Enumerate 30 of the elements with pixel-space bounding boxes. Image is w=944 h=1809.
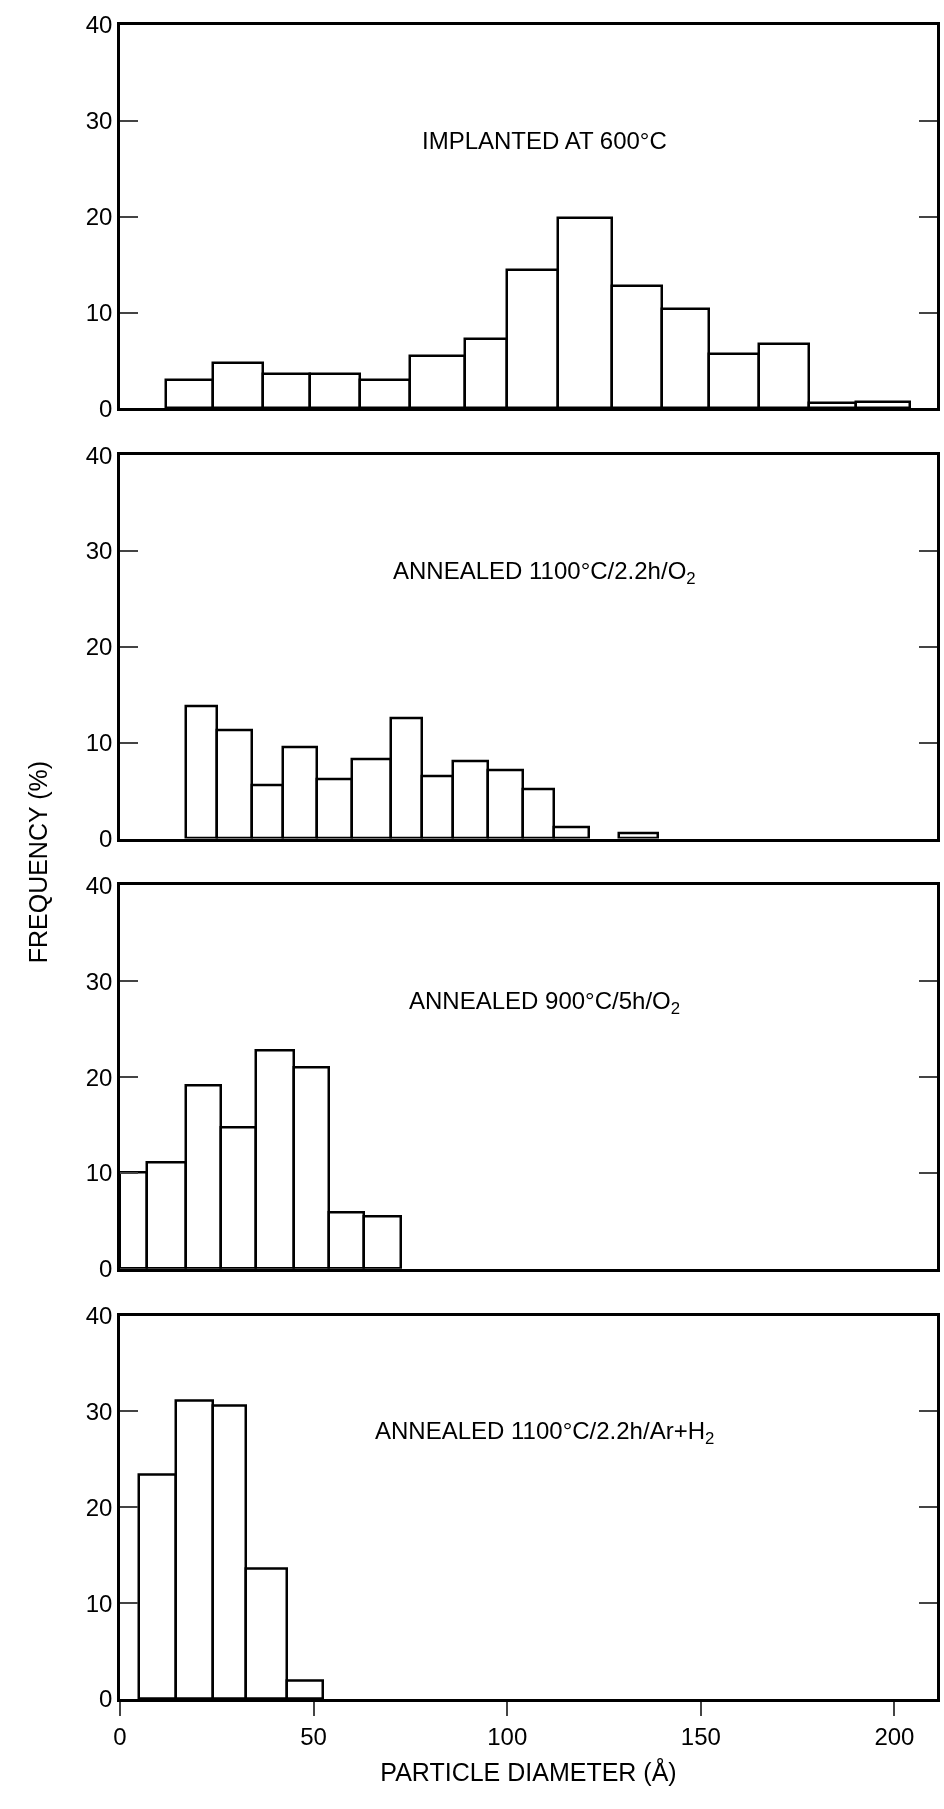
y-tick-label: 20 <box>85 203 113 231</box>
y-tick-label: 40 <box>85 11 113 39</box>
y-tick-label: 40 <box>85 1302 113 1330</box>
y-tick-label: 30 <box>85 537 113 565</box>
y-tick-label: 0 <box>99 1685 113 1713</box>
y-tick-label: 0 <box>99 1255 113 1283</box>
y-tick-label: 40 <box>85 871 113 899</box>
y-tick-label: 30 <box>85 1397 113 1425</box>
y-tick-label: 0 <box>99 394 113 422</box>
text: ANNEALED 900°C/5h/O$_{2}$ <box>409 987 681 1019</box>
x-tick-label: 200 <box>874 1722 915 1750</box>
x-tick-label: 50 <box>300 1722 327 1750</box>
y-tick-label: 20 <box>85 1493 113 1521</box>
x-tick-label: 150 <box>680 1722 721 1750</box>
y-tick-label: 10 <box>85 729 113 757</box>
y-tick-label: 0 <box>99 824 113 852</box>
y-axis-title: FREQUENCY (%) <box>24 760 53 964</box>
text: IMPLANTED AT 600°C <box>422 127 667 154</box>
y-tick-label: 30 <box>85 107 113 135</box>
y-tick-label: 10 <box>85 1589 113 1617</box>
y-tick-label: 20 <box>85 1063 113 1091</box>
y-tick-label: 10 <box>85 1159 113 1187</box>
x-axis-title: PARTICLE DIAMETER (Å) <box>380 1756 677 1786</box>
y-tick-label: 20 <box>85 633 113 661</box>
y-tick-label: 10 <box>85 298 113 326</box>
text: ANNEALED 1100°C/2.2h/O$_{2}$ <box>393 557 696 589</box>
x-tick-label: 100 <box>487 1722 528 1750</box>
y-tick-label: 40 <box>85 441 113 469</box>
y-tick-label: 30 <box>85 967 113 995</box>
text: ANNEALED 1100°C/2.2h/Ar+H$_{2}$ <box>375 1417 715 1449</box>
